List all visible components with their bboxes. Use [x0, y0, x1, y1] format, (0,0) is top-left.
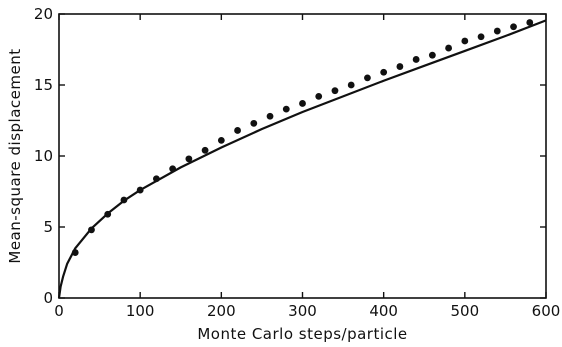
x-tick-label: 100	[126, 302, 155, 320]
x-tick-label: 200	[207, 302, 236, 320]
data-point	[477, 33, 485, 41]
x-tick-label: 600	[532, 302, 561, 320]
data-point	[217, 136, 225, 144]
data-point	[169, 165, 177, 173]
data-point	[380, 68, 388, 76]
data-point	[153, 175, 160, 183]
data-point	[396, 63, 404, 70]
data-point	[104, 210, 112, 218]
data-point	[428, 51, 436, 59]
data-point	[331, 87, 339, 95]
y-axis-label: Mean-square displacement	[6, 48, 24, 263]
data-point	[234, 127, 241, 134]
x-axis-label: Monte Carlo steps/particle	[197, 325, 407, 343]
data-point	[266, 112, 274, 120]
x-tick-label: 0	[54, 302, 64, 320]
data-point	[299, 100, 306, 107]
data-point	[201, 146, 209, 154]
data-point	[120, 196, 128, 204]
x-tick-label: 300	[288, 302, 317, 320]
y-tick-label: 20	[34, 5, 53, 23]
data-point	[185, 155, 193, 163]
data-point	[315, 92, 323, 100]
data-point	[71, 249, 79, 256]
data-point	[526, 19, 534, 26]
y-tick-label: 15	[34, 76, 53, 94]
data-point	[250, 119, 258, 127]
plot-frame	[58, 13, 547, 299]
y-tick-label: 0	[43, 289, 53, 307]
data-point	[412, 56, 420, 63]
y-tick-label: 5	[43, 218, 53, 236]
fit-curve	[57, 19, 547, 299]
data-point	[364, 74, 371, 82]
data-point	[282, 105, 290, 113]
x-tick-label: 500	[451, 302, 480, 320]
y-tick-label: 10	[34, 147, 53, 165]
data-point	[445, 44, 452, 52]
data-point	[493, 27, 501, 35]
x-tick-label: 400	[369, 302, 398, 320]
data-point	[510, 23, 517, 31]
data-point	[347, 81, 355, 89]
data-point	[88, 226, 95, 234]
data-point	[136, 186, 144, 194]
data-point	[461, 37, 469, 45]
